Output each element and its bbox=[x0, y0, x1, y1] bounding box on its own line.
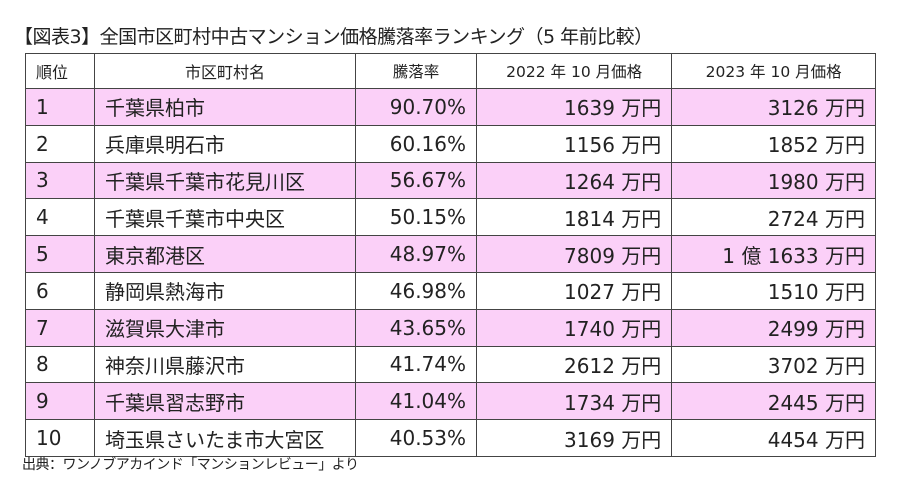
cell-price-2023: 1 億 1633 万円 bbox=[671, 235, 876, 273]
cell-municipality: 埼玉県さいたま市大宮区 bbox=[94, 419, 356, 457]
cell-price-2022: 1264 万円 bbox=[476, 161, 673, 200]
cell-change-rate: 46.98% bbox=[354, 271, 478, 310]
cell-rank: 7 bbox=[25, 308, 95, 347]
table-row: 1 千葉県柏市 90.70% 1639 万円 3126 万円 bbox=[25, 88, 876, 126]
cell-price-2023: 2445 万円 bbox=[671, 382, 876, 421]
header-rank: 順位 bbox=[25, 53, 95, 89]
cell-change-rate: 41.04% bbox=[354, 382, 478, 421]
cell-rank: 4 bbox=[25, 198, 95, 237]
ranking-table: 順位 市区町村名 騰落率 2022 年 10 月価格 2023 年 10 月価格… bbox=[25, 53, 876, 457]
cell-rank: 8 bbox=[25, 345, 95, 384]
cell-change-rate: 56.67% bbox=[354, 161, 478, 200]
table-row: 2 兵庫県明石市 60.16% 1156 万円 1852 万円 bbox=[25, 124, 876, 163]
table-row: 10 埼玉県さいたま市大宮区 40.53% 3169 万円 4454 万円 bbox=[25, 419, 876, 457]
cell-municipality: 滋賀県大津市 bbox=[94, 308, 356, 347]
table-row: 9 千葉県習志野市 41.04% 1734 万円 2445 万円 bbox=[25, 382, 876, 421]
cell-change-rate: 50.15% bbox=[354, 198, 478, 237]
cell-price-2022: 1639 万円 bbox=[476, 88, 673, 126]
cell-change-rate: 48.97% bbox=[354, 235, 478, 273]
table-row: 7 滋賀県大津市 43.65% 1740 万円 2499 万円 bbox=[25, 308, 876, 347]
cell-price-2023: 1510 万円 bbox=[671, 271, 876, 310]
cell-rank: 6 bbox=[25, 271, 95, 310]
cell-price-2023: 2499 万円 bbox=[671, 308, 876, 347]
cell-change-rate: 41.74% bbox=[354, 345, 478, 384]
cell-municipality: 千葉県習志野市 bbox=[94, 382, 356, 421]
source-note: 出典：ワンノブアカインド「マンションレビュー」より bbox=[22, 457, 359, 473]
cell-municipality: 東京都港区 bbox=[94, 235, 356, 273]
header-price-2023: 2023 年 10 月価格 bbox=[671, 53, 876, 89]
cell-municipality: 千葉県柏市 bbox=[94, 88, 356, 126]
table-row: 4 千葉県千葉市中央区 50.15% 1814 万円 2724 万円 bbox=[25, 198, 876, 237]
cell-municipality: 兵庫県明石市 bbox=[94, 124, 356, 163]
header-municipality: 市区町村名 bbox=[94, 53, 356, 89]
cell-price-2023: 2724 万円 bbox=[671, 198, 876, 237]
cell-change-rate: 40.53% bbox=[354, 419, 478, 457]
table-row: 6 静岡県熱海市 46.98% 1027 万円 1510 万円 bbox=[25, 271, 876, 310]
cell-price-2023: 3702 万円 bbox=[671, 345, 876, 384]
cell-rank: 5 bbox=[25, 235, 95, 273]
cell-rank: 1 bbox=[25, 88, 95, 126]
header-price-2022: 2022 年 10 月価格 bbox=[476, 53, 673, 89]
cell-rank: 9 bbox=[25, 382, 95, 421]
cell-change-rate: 90.70% bbox=[354, 88, 478, 126]
cell-rank: 2 bbox=[25, 124, 95, 163]
cell-price-2023: 4454 万円 bbox=[671, 419, 876, 457]
cell-municipality: 千葉県千葉市花見川区 bbox=[94, 161, 356, 200]
cell-price-2022: 1740 万円 bbox=[476, 308, 673, 347]
cell-rank: 3 bbox=[25, 161, 95, 200]
cell-price-2022: 1814 万円 bbox=[476, 198, 673, 237]
cell-municipality: 神奈川県藤沢市 bbox=[94, 345, 356, 384]
cell-price-2023: 1852 万円 bbox=[671, 124, 876, 163]
cell-municipality: 千葉県千葉市中央区 bbox=[94, 198, 356, 237]
table-row: 8 神奈川県藤沢市 41.74% 2612 万円 3702 万円 bbox=[25, 345, 876, 384]
table-row: 5 東京都港区 48.97% 7809 万円 1 億 1633 万円 bbox=[25, 235, 876, 273]
cell-price-2022: 1027 万円 bbox=[476, 271, 673, 310]
figure-title: 【図表3】全国市区町村中古マンション価格騰落率ランキング（5 年前比較） bbox=[14, 26, 653, 48]
cell-change-rate: 60.16% bbox=[354, 124, 478, 163]
cell-price-2022: 3169 万円 bbox=[476, 419, 673, 457]
cell-price-2022: 1156 万円 bbox=[476, 124, 673, 163]
cell-price-2023: 3126 万円 bbox=[671, 88, 876, 126]
cell-price-2022: 2612 万円 bbox=[476, 345, 673, 384]
cell-price-2022: 7809 万円 bbox=[476, 235, 673, 273]
cell-rank: 10 bbox=[25, 419, 95, 457]
cell-price-2023: 1980 万円 bbox=[671, 161, 876, 200]
cell-price-2022: 1734 万円 bbox=[476, 382, 673, 421]
table-row: 3 千葉県千葉市花見川区 56.67% 1264 万円 1980 万円 bbox=[25, 161, 876, 200]
table-header-row: 順位 市区町村名 騰落率 2022 年 10 月価格 2023 年 10 月価格 bbox=[25, 53, 876, 89]
header-change-rate: 騰落率 bbox=[354, 53, 478, 89]
cell-municipality: 静岡県熱海市 bbox=[94, 271, 356, 310]
cell-change-rate: 43.65% bbox=[354, 308, 478, 347]
